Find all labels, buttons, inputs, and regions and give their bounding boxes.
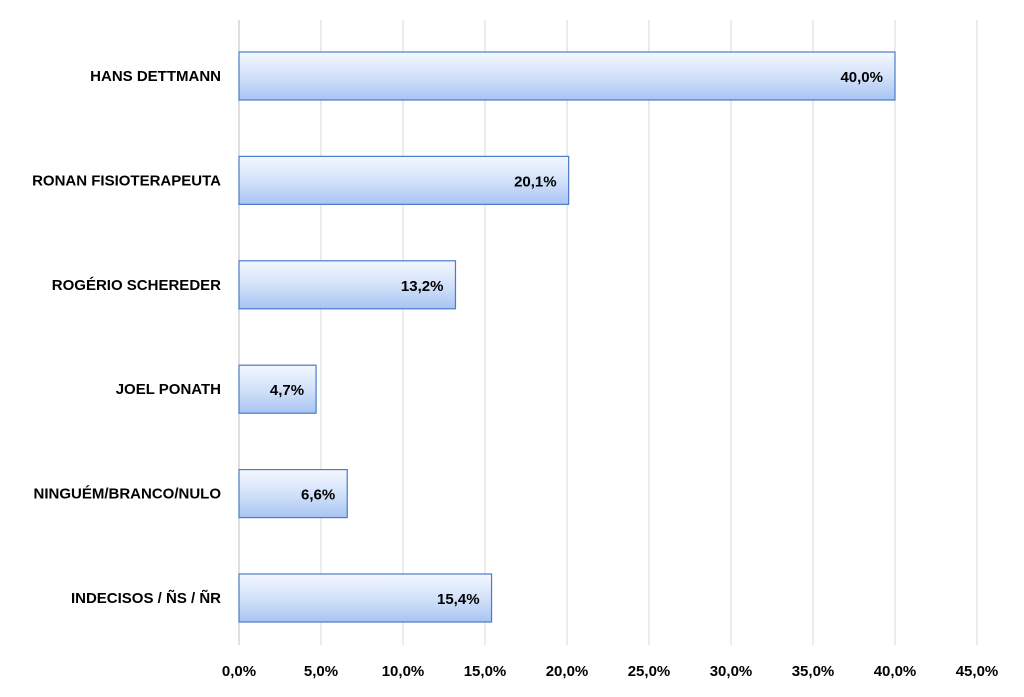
x-tick-label: 25,0% [628,663,671,680]
category-label: HANS DETTMANN [90,68,221,85]
category-label: INDECISOS / ÑS / ÑR [71,589,221,607]
x-tick-label: 40,0% [874,663,917,680]
bar [238,469,348,519]
x-tick-label: 20,0% [546,663,589,680]
category-labels: HANS DETTMANN RONAN FISIOTERAPEUTA ROGÉRIO… [32,68,221,607]
bar [238,51,896,101]
category-label: NINGUÉM/BRANCO/NULO [34,486,222,503]
bar [238,364,317,414]
x-tick-label: 45,0% [956,663,999,680]
x-tick-label: 30,0% [710,663,753,680]
data-label: 20,1% [514,173,557,190]
category-label: RONAN FISIOTERAPEUTA [32,172,221,189]
x-tick-label: 15,0% [464,663,507,680]
bars [238,51,896,623]
category-label: ROGÉRIO SCHEREDER [52,277,221,294]
category-label: JOEL PONATH [116,381,221,398]
data-label: 15,4% [437,591,480,608]
bar [238,260,457,310]
data-label: 13,2% [401,278,444,295]
x-tick-label: 10,0% [382,663,425,680]
x-tick-label: 0,0% [222,663,256,680]
x-tick-label: 35,0% [792,663,835,680]
x-tick-label: 5,0% [304,663,338,680]
data-label: 6,6% [301,487,335,504]
gridlines [238,20,978,645]
data-labels: 40,0% 20,1% 13,2% 4,7% 6,6% 15,4% [270,69,883,608]
data-label: 40,0% [840,69,883,86]
x-axis-tick-labels: 0,0% 5,0% 10,0% 15,0% 20,0% 25,0% 30,0% 35,0% 40… [222,663,998,680]
bar [238,573,493,623]
bar [238,155,570,205]
data-label: 4,7% [270,382,304,399]
